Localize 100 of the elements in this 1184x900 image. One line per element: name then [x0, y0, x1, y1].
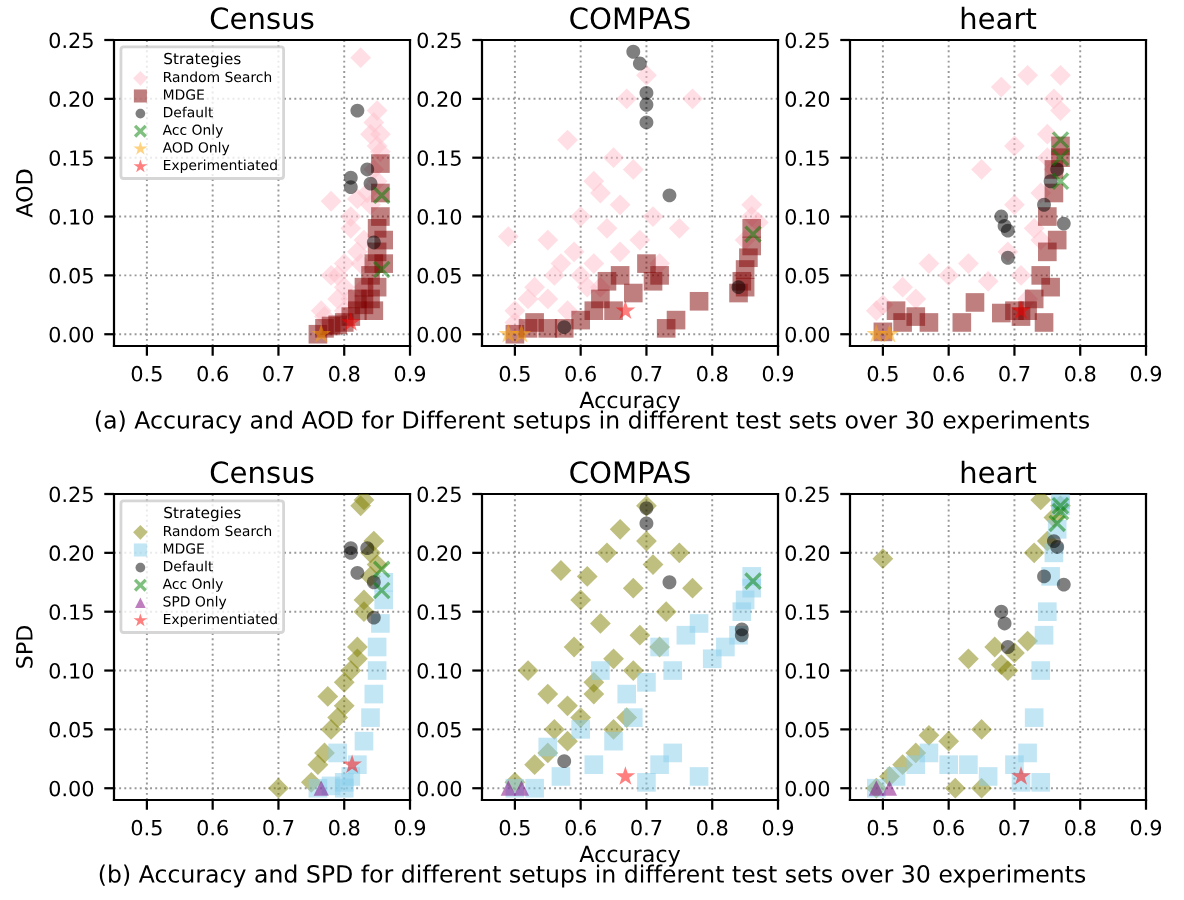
point [371, 154, 390, 173]
point [615, 300, 636, 320]
point [639, 516, 654, 531]
point [350, 565, 365, 580]
point [650, 755, 669, 775]
point [689, 291, 709, 311]
x-tick-label: 0.7 [631, 819, 662, 836]
y-tick-label: 0.05 [49, 721, 93, 738]
point [268, 777, 289, 799]
y-tick-label: 0.15 [417, 150, 461, 166]
point [1031, 773, 1051, 792]
y-tick-label: 0.10 [417, 208, 462, 225]
y-tick-label: 0.10 [49, 208, 94, 225]
point [354, 731, 374, 751]
point [965, 293, 985, 312]
point [537, 288, 559, 310]
point [617, 684, 637, 704]
point [622, 159, 644, 180]
point [370, 123, 391, 145]
point [971, 159, 992, 180]
point [609, 518, 631, 540]
point [571, 720, 590, 739]
y-tick-label: 0.15 [417, 604, 461, 620]
point [328, 743, 347, 763]
point [1038, 602, 1057, 622]
point [538, 737, 558, 757]
point [543, 718, 565, 740]
point [1034, 625, 1054, 645]
point [1000, 223, 1015, 238]
point [623, 708, 643, 727]
point [881, 780, 898, 796]
point [663, 661, 683, 680]
point [517, 660, 539, 681]
x-tick-label: 0.8 [329, 819, 360, 836]
y-tick-label: 0.05 [417, 721, 461, 738]
point [971, 718, 992, 740]
y-tick-label: 0.10 [417, 662, 462, 679]
point [958, 253, 979, 275]
point [668, 217, 690, 239]
y-tick-label: 0.10 [785, 662, 830, 679]
point [637, 672, 656, 692]
point [1031, 661, 1051, 680]
x-axis-title: Accuracy [579, 845, 681, 867]
point [1010, 264, 1032, 286]
x-tick-label: 0.9 [394, 819, 426, 836]
point [537, 229, 559, 251]
chart-title: COMPAS [570, 461, 690, 484]
point [639, 97, 654, 112]
x-tick-label: 0.6 [933, 819, 964, 836]
point [367, 637, 387, 657]
point [879, 323, 900, 343]
y-tick-label: 0.25 [785, 32, 829, 49]
point [343, 170, 358, 185]
point [1018, 743, 1037, 763]
point [525, 778, 544, 798]
y-tick-label: 0.25 [785, 486, 829, 503]
point [1050, 540, 1065, 554]
point [636, 64, 657, 86]
text: (a) Accuracy and AOD for Different setups in different test sets over 30 experiments [95, 410, 1089, 434]
point [642, 206, 664, 227]
point [537, 683, 559, 705]
point [682, 88, 703, 110]
point [340, 660, 362, 681]
point [1050, 100, 1071, 122]
point [622, 577, 644, 599]
point [1047, 230, 1067, 250]
point [327, 707, 349, 729]
point [734, 628, 749, 643]
point [590, 182, 611, 204]
point [938, 730, 960, 752]
point [366, 100, 388, 122]
y-tick-label: 0.20 [785, 545, 830, 562]
x-tick-label: 0.6 [933, 365, 964, 382]
x-tick-label: 0.9 [762, 365, 794, 382]
point [371, 207, 390, 226]
point [655, 601, 677, 623]
y-tick-label: 0.00 [417, 326, 462, 343]
point [1024, 708, 1044, 727]
point [959, 755, 978, 775]
point [570, 264, 592, 286]
point [590, 613, 611, 634]
point [866, 323, 887, 343]
point [346, 648, 368, 670]
point [1000, 250, 1015, 265]
point [367, 277, 387, 297]
point [1038, 207, 1057, 226]
x-tick-label: 0.6 [565, 819, 596, 836]
point [307, 754, 329, 776]
x-tick-label: 0.9 [1130, 365, 1162, 382]
x-tick-label: 0.8 [697, 819, 728, 836]
y-tick-label: 0.20 [49, 545, 94, 562]
point [603, 147, 624, 169]
point [662, 188, 677, 203]
y-tick-label: 0.15 [49, 604, 93, 620]
y-tick-label: 0.20 [417, 91, 462, 108]
point [498, 323, 519, 343]
point [629, 624, 651, 646]
chart-title: Census [210, 7, 314, 30]
y-tick-label: 0.10 [49, 662, 94, 679]
point [513, 780, 530, 796]
